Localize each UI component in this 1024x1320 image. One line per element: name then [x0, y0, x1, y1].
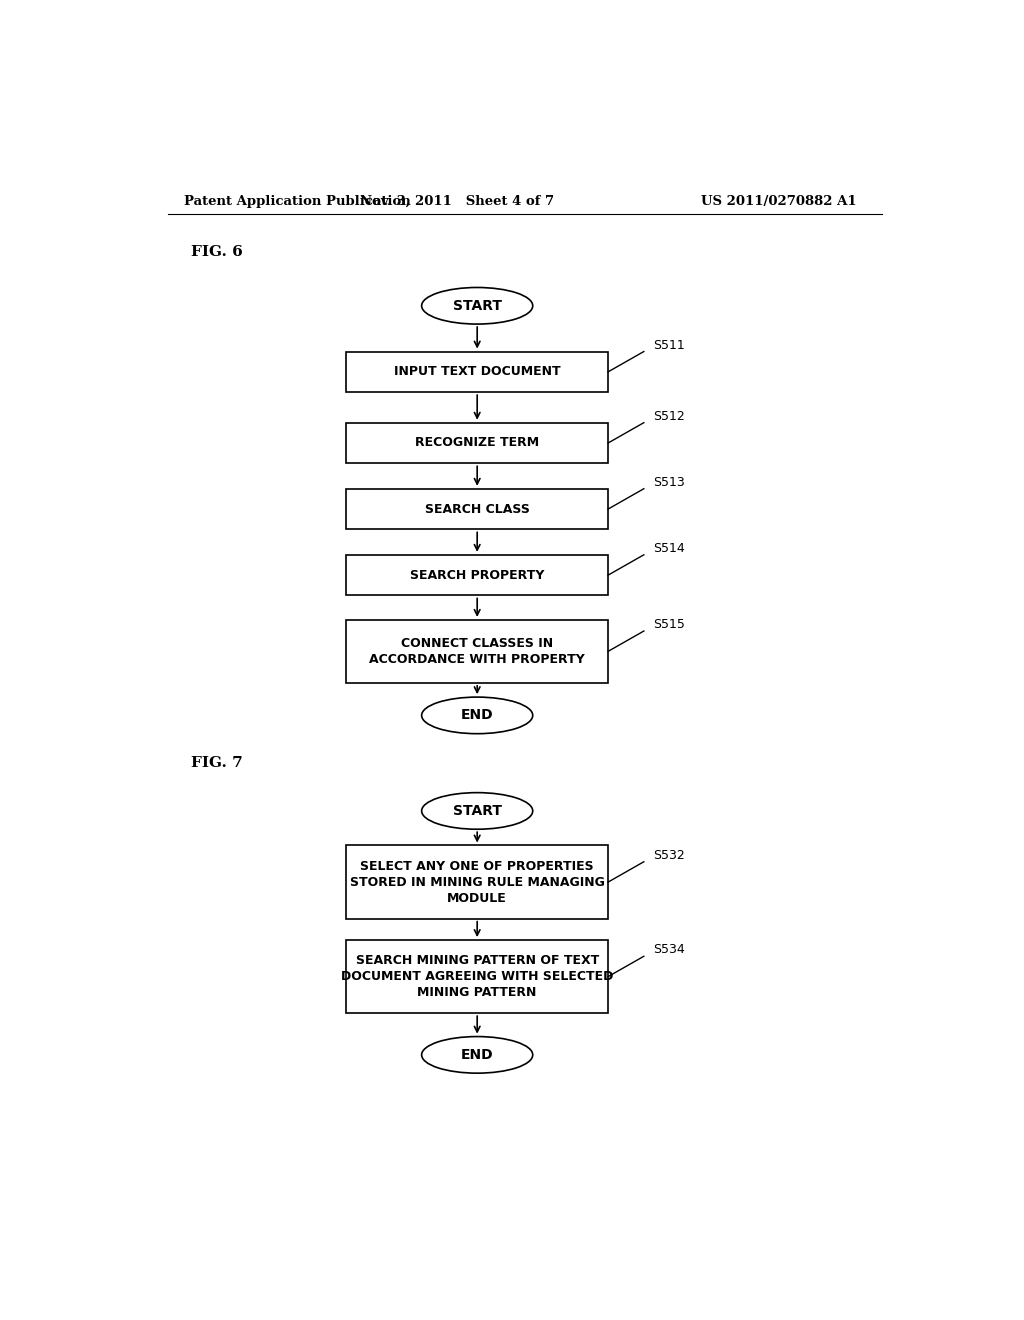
Bar: [346, 351, 608, 392]
Text: SEARCH CLASS: SEARCH CLASS: [425, 503, 529, 516]
Text: S512: S512: [653, 409, 685, 422]
Bar: [346, 554, 608, 595]
Bar: [346, 422, 608, 463]
Text: SEARCH MINING PATTERN OF TEXT
DOCUMENT AGREEING WITH SELECTED
MINING PATTERN: SEARCH MINING PATTERN OF TEXT DOCUMENT A…: [341, 954, 613, 999]
Text: START: START: [453, 804, 502, 818]
Text: SELECT ANY ONE OF PROPERTIES
STORED IN MINING RULE MANAGING
MODULE: SELECT ANY ONE OF PROPERTIES STORED IN M…: [350, 859, 604, 904]
Text: S511: S511: [653, 338, 685, 351]
Text: INPUT TEXT DOCUMENT: INPUT TEXT DOCUMENT: [394, 366, 560, 379]
Text: FIG. 7: FIG. 7: [191, 756, 244, 770]
Text: SEARCH PROPERTY: SEARCH PROPERTY: [410, 569, 545, 582]
Text: START: START: [453, 298, 502, 313]
Bar: [346, 620, 608, 682]
Text: S514: S514: [653, 541, 685, 554]
Text: END: END: [461, 709, 494, 722]
Text: S534: S534: [653, 944, 685, 956]
Bar: [346, 940, 608, 1014]
Bar: [346, 846, 608, 919]
Bar: [346, 488, 608, 529]
Text: Patent Application Publication: Patent Application Publication: [183, 194, 411, 207]
Text: CONNECT CLASSES IN
ACCORDANCE WITH PROPERTY: CONNECT CLASSES IN ACCORDANCE WITH PROPE…: [370, 636, 585, 665]
Text: S515: S515: [653, 618, 685, 631]
Text: US 2011/0270882 A1: US 2011/0270882 A1: [701, 194, 856, 207]
Text: S513: S513: [653, 475, 685, 488]
Text: END: END: [461, 1048, 494, 1061]
Text: RECOGNIZE TERM: RECOGNIZE TERM: [415, 437, 540, 450]
Text: S532: S532: [653, 849, 685, 862]
Text: FIG. 6: FIG. 6: [191, 246, 244, 259]
Text: Nov. 3, 2011   Sheet 4 of 7: Nov. 3, 2011 Sheet 4 of 7: [360, 194, 554, 207]
